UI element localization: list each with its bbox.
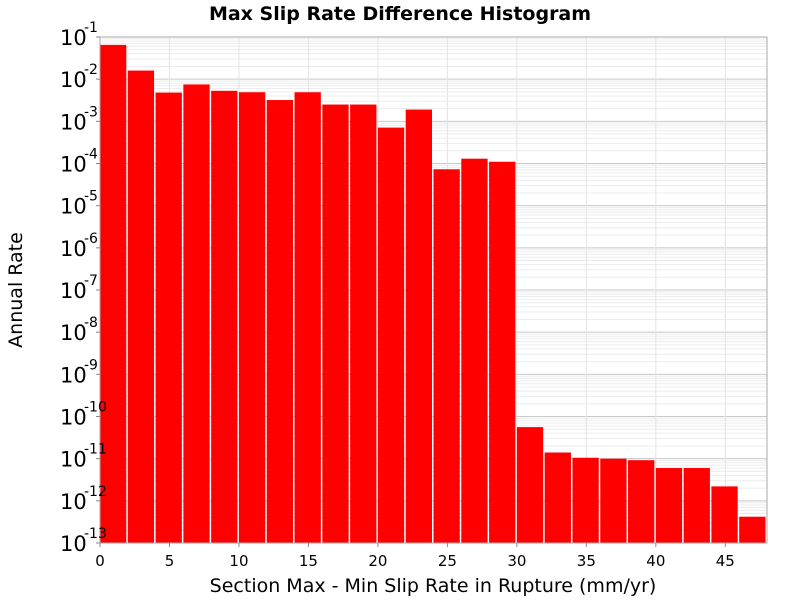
histogram-bar [600, 458, 627, 543]
y-tick-exponent: -11 [84, 442, 107, 458]
histogram-bar [211, 90, 238, 544]
histogram-bar [516, 427, 544, 543]
y-tick-exponent: -10 [84, 400, 107, 416]
histogram-bar [127, 70, 155, 544]
y-tick-exponent: -1 [84, 20, 98, 36]
y-tick-label: 10 [60, 26, 87, 50]
x-tick-label: 20 [368, 552, 387, 570]
histogram-bar [350, 104, 377, 543]
histogram-bar [100, 44, 127, 543]
histogram-bar [544, 452, 571, 543]
y-tick-exponent: -7 [84, 273, 98, 289]
y-tick-exponent: -3 [84, 104, 98, 120]
histogram-bar [238, 92, 266, 543]
y-tick-exponent: -13 [84, 526, 107, 542]
y-axis-label: Annual Rate [5, 232, 27, 348]
y-tick-label: 10 [60, 448, 87, 472]
y-tick-exponent: -4 [84, 147, 98, 163]
histogram-bar [266, 100, 294, 544]
y-tick-label: 10 [60, 110, 87, 134]
x-tick-label: 0 [95, 552, 105, 570]
histogram-bar [377, 127, 405, 543]
y-tick-label: 10 [60, 406, 87, 430]
histogram-bar [183, 84, 210, 544]
histogram-bar [628, 460, 655, 543]
histogram-bar [655, 468, 683, 543]
histogram-bar [739, 516, 766, 543]
x-tick-label: 25 [438, 552, 457, 570]
x-tick-label: 15 [299, 552, 318, 570]
y-tick-exponent: -6 [84, 231, 98, 247]
histogram-bar [155, 92, 182, 543]
histogram-bar [294, 92, 321, 543]
x-tick-label: 10 [229, 552, 248, 570]
histogram-bar [683, 468, 710, 543]
x-tick-label: 30 [507, 552, 526, 570]
y-tick-exponent: -9 [84, 357, 98, 373]
bars [100, 44, 766, 544]
y-tick-label: 10 [60, 237, 87, 261]
histogram-bar [711, 486, 738, 543]
histogram-bar [572, 457, 599, 543]
histogram-bar [322, 104, 349, 543]
y-tick-label: 10 [60, 153, 87, 177]
x-axis: 0 5 10 15 20 25 30 35 40 45 [95, 543, 735, 570]
x-tick-label: 40 [646, 552, 665, 570]
x-tick-label: 5 [165, 552, 175, 570]
y-tick-label: 10 [60, 363, 87, 387]
y-tick-exponent: -12 [84, 484, 107, 500]
histogram-bar [461, 158, 488, 544]
y-tick-label: 10 [60, 532, 87, 556]
y-tick-label: 10 [60, 195, 87, 219]
y-tick-label: 10 [60, 279, 87, 303]
histogram-bar [433, 169, 460, 543]
y-axis: 10-110-210-310-410-510-610-710-810-910-1… [60, 20, 107, 556]
histogram-bar [405, 109, 432, 543]
x-tick-label: 35 [577, 552, 596, 570]
x-tick-label: 45 [716, 552, 735, 570]
y-tick-label: 10 [60, 321, 87, 345]
y-tick-exponent: -2 [84, 62, 98, 78]
histogram-bar [489, 161, 516, 543]
y-tick-label: 10 [60, 68, 87, 92]
y-tick-label: 10 [60, 490, 87, 514]
y-tick-exponent: -5 [84, 189, 98, 205]
chart-title: Max Slip Rate Difference Histogram [209, 3, 591, 25]
y-tick-exponent: -8 [84, 315, 98, 331]
x-axis-label: Section Max - Min Slip Rate in Rupture (… [210, 575, 657, 597]
